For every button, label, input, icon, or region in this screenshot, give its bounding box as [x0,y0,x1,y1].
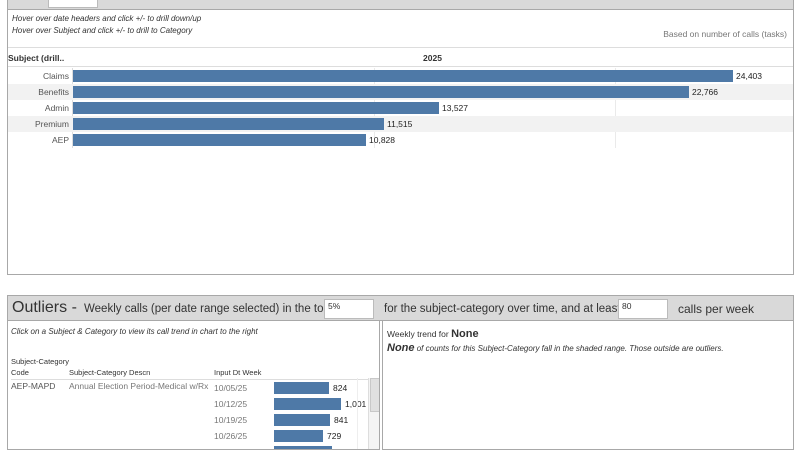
bar-category-label[interactable]: Premium [34,119,69,129]
top-percent-input[interactable]: 5% [324,299,374,319]
subject-category-desc[interactable]: Annual Election Period-Medical w/Rx [69,381,209,391]
weekly-trend-subject: None [451,328,479,340]
week-bar[interactable] [274,414,330,426]
week-value-label: 1,001 [345,399,367,409]
week-value-label: 824 [333,383,348,393]
bar-row: AEP 10,828 [8,132,793,148]
bar[interactable] [73,118,384,130]
bar[interactable] [73,102,439,114]
bar-value-label: 24,403 [736,71,762,81]
week-date: 10/05/25 [214,383,248,393]
week-row[interactable]: 10/12/25 1,001 [214,397,366,413]
weekly-trend-label: Weekly trend for [387,329,449,339]
week-bar[interactable] [274,446,332,449]
weekly-trend-title: Weekly trend for None [387,328,479,340]
top-header-input[interactable] [48,0,98,8]
outliers-table-panel: Click on a Subject & Category to view it… [7,321,380,450]
click-instruction: Click on a Subject & Category to view it… [11,327,258,336]
axis-divider [72,68,73,148]
desc-column-header: Subject-Category Descn [69,368,151,377]
year-column-header[interactable]: 2025 [423,53,442,63]
gridline [615,68,616,148]
none-bold: None [387,342,415,354]
bar-category-label[interactable]: Benefits [38,87,69,97]
subject-category-code[interactable]: AEP-MAPD [11,381,56,391]
bar-value-label: 10,828 [369,135,395,145]
based-on-note: Based on number of calls (tasks) [663,29,787,39]
subject-chart-panel: Hover over date headers and click +/- to… [7,0,794,275]
bar-category-label[interactable]: AEP [51,135,69,145]
calls-per-week-label: calls per week [678,302,755,316]
week-row[interactable]: 10/05/25 824 [214,381,354,397]
outliers-for-text: for the subject-category over time, and … [384,303,621,315]
bar-row: Benefits 22,766 [8,84,793,100]
outliers-header: Outliers - Weekly calls (per date range … [7,295,794,321]
subject-column-header[interactable]: Subject (drill.. [8,53,65,63]
week-date: 10/19/25 [214,415,248,425]
week-value-label: 862 [336,447,350,449]
week-date: 10/26/25 [214,431,248,441]
week-value-label: 841 [334,415,349,425]
weekly-trend-panel: Weekly trend for None None of counts for… [382,321,794,450]
week-row[interactable]: 10/26/25 729 [214,429,354,445]
week-value-label: 729 [327,431,342,441]
column-divider [357,378,358,449]
outliers-subtitle: Weekly calls (per date range selected) i… [84,303,330,315]
top-panel-header [8,0,793,10]
bar-value-label: 11,515 [387,119,413,129]
week-date: 11/02/25 [214,447,246,449]
vertical-scrollbar[interactable] [368,378,379,449]
bar-row: Premium 11,515 [8,116,793,132]
bar-row: Claims 24,403 [8,68,793,84]
bar-value-label: 22,766 [692,87,718,97]
bar[interactable] [73,134,366,146]
week-row[interactable]: 11/02/25 862 [214,445,354,449]
bar-value-label: 13,527 [442,103,468,113]
outliers-title: Outliers - [12,299,77,316]
week-bar[interactable] [274,398,341,410]
bar[interactable] [73,86,689,98]
bar-row: Admin 13,527 [8,100,793,116]
week-row[interactable]: 10/19/25 841 [214,413,354,429]
bar-category-label[interactable]: Admin [44,103,69,113]
week-bar[interactable] [274,382,329,394]
code-column-header: Subject-Category Code [11,357,69,377]
chart-header-row: Subject (drill.. 2025 [8,47,793,67]
bar[interactable] [73,70,733,82]
subject-bar-chart: Subject (drill.. 2025 Claims 24,403 Benefi… [8,47,793,148]
date-drill-instruction: Hover over date headers and click +/- to… [12,14,202,23]
week-date: 10/12/25 [214,399,248,409]
week-bar[interactable] [274,430,323,442]
table-header-rule [11,379,371,380]
shaded-range-text: of counts for this Subject-Category fall… [416,344,724,353]
bar-category-label[interactable]: Claims [43,71,69,81]
subject-drill-instruction: Hover over Subject and click +/- to dril… [12,26,193,35]
min-calls-input[interactable]: 80 [618,299,668,319]
scrollbar-thumb[interactable] [370,378,379,412]
week-column-header: Input Dt Week [214,368,262,377]
shaded-range-note: None of counts for this Subject-Category… [387,342,724,354]
